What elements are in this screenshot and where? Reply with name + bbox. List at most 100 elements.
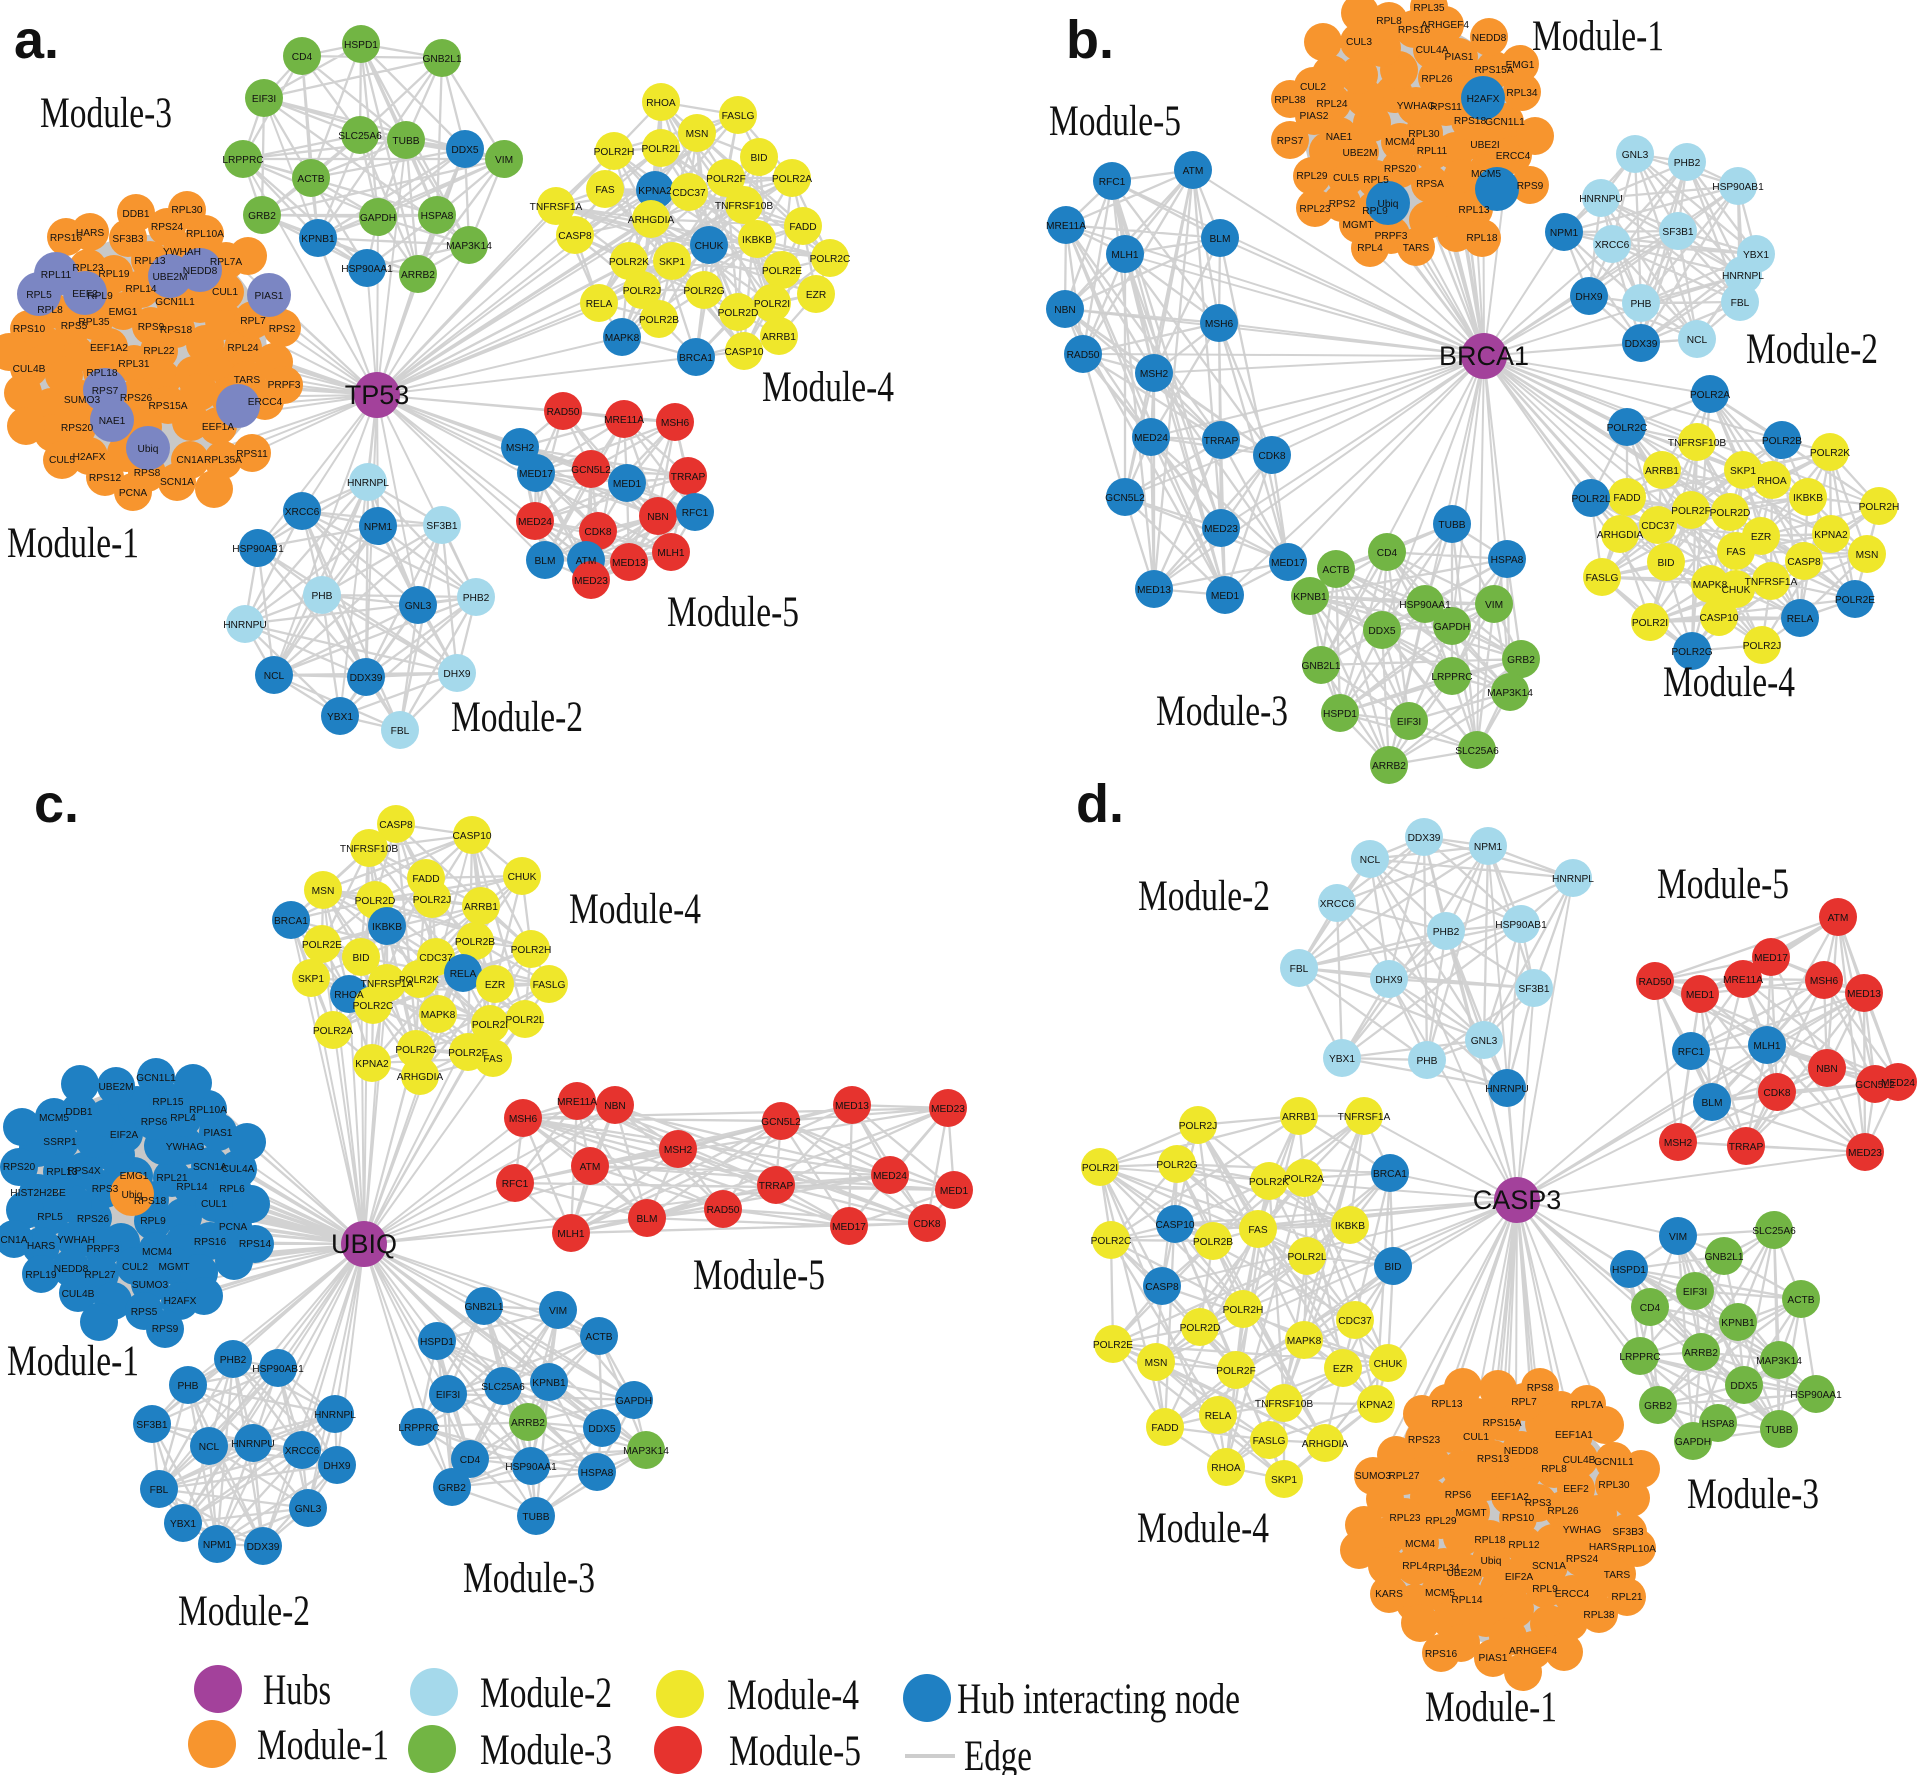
svg-text:RPS11: RPS11 (236, 449, 268, 460)
svg-text:RPSA: RPSA (1416, 179, 1444, 190)
svg-text:RPS7: RPS7 (92, 386, 119, 397)
svg-text:POLR2K: POLR2K (399, 975, 439, 986)
svg-text:NEDD8: NEDD8 (183, 266, 218, 277)
svg-text:TP53: TP53 (345, 380, 410, 410)
svg-text:CASP3: CASP3 (1473, 1185, 1562, 1215)
svg-text:CHUK: CHUK (1722, 585, 1751, 596)
svg-text:XRCC6: XRCC6 (1320, 899, 1355, 910)
svg-text:POLR2K: POLR2K (1810, 448, 1850, 459)
svg-text:POLR2G: POLR2G (1671, 647, 1712, 658)
svg-text:RAD50: RAD50 (547, 407, 580, 418)
svg-text:HNRNPL: HNRNPL (347, 478, 389, 489)
svg-text:RPL9: RPL9 (87, 291, 113, 302)
svg-text:Module-3: Module-3 (480, 1727, 612, 1774)
svg-text:POLR2C: POLR2C (810, 254, 851, 265)
svg-text:RPS26: RPS26 (77, 1214, 110, 1225)
svg-text:RPS11: RPS11 (1430, 102, 1462, 113)
svg-text:MSH2: MSH2 (664, 1145, 693, 1156)
svg-text:MAP3K14: MAP3K14 (1756, 1356, 1802, 1367)
svg-text:CUL3: CUL3 (1346, 37, 1372, 48)
svg-text:ERCC4: ERCC4 (248, 397, 283, 408)
svg-text:RPS3: RPS3 (1525, 1498, 1552, 1509)
svg-text:CD4: CD4 (460, 1455, 481, 1466)
svg-text:TNFRSF1A: TNFRSF1A (1745, 577, 1798, 588)
svg-text:MCM4: MCM4 (142, 1247, 172, 1258)
svg-text:RPL24: RPL24 (1316, 99, 1347, 110)
svg-text:SSRP1: SSRP1 (43, 1137, 77, 1148)
svg-text:HSP90AA1: HSP90AA1 (505, 1462, 557, 1473)
svg-text:EIF3I: EIF3I (1683, 1287, 1707, 1298)
svg-text:RPS7: RPS7 (1277, 136, 1304, 147)
svg-text:NBN: NBN (647, 512, 669, 523)
svg-text:POLR2L: POLR2L (1571, 494, 1610, 505)
svg-text:RPS13: RPS13 (1477, 1454, 1510, 1465)
svg-text:RPL38: RPL38 (1274, 95, 1305, 106)
svg-text:POLR2H: POLR2H (511, 945, 552, 956)
svg-text:FAS: FAS (1726, 547, 1745, 558)
svg-text:RPL31: RPL31 (118, 359, 149, 370)
svg-text:SF3B1: SF3B1 (1662, 227, 1693, 238)
svg-text:RPL9: RPL9 (140, 1216, 166, 1227)
svg-text:RPS2: RPS2 (269, 324, 296, 335)
svg-text:Hub interacting node: Hub interacting node (957, 1676, 1240, 1723)
svg-text:NCL: NCL (199, 1442, 220, 1453)
svg-text:EZR: EZR (1333, 1364, 1353, 1375)
svg-text:HIST2H2BE: HIST2H2BE (10, 1188, 66, 1199)
svg-text:MED13: MED13 (1847, 989, 1881, 1000)
svg-text:SLC25A6: SLC25A6 (481, 1382, 525, 1393)
svg-text:POLR2B: POLR2B (639, 315, 679, 326)
svg-text:XRCC6: XRCC6 (1595, 240, 1630, 251)
svg-text:CN1A: CN1A (176, 455, 203, 466)
svg-text:RPL5: RPL5 (1363, 175, 1389, 186)
svg-text:NCL: NCL (1360, 855, 1381, 866)
svg-text:RPS3: RPS3 (92, 1184, 119, 1195)
svg-text:RPL4: RPL4 (1357, 243, 1383, 254)
svg-text:PIAS1: PIAS1 (255, 291, 284, 302)
svg-text:POLR2G: POLR2G (683, 286, 724, 297)
svg-text:NAE1: NAE1 (99, 416, 126, 427)
svg-text:BLM: BLM (1210, 234, 1231, 245)
svg-text:POLR2B: POLR2B (455, 937, 495, 948)
svg-text:RELA: RELA (1205, 1411, 1232, 1422)
svg-text:MAPK8: MAPK8 (1287, 1336, 1322, 1347)
svg-text:CDK8: CDK8 (584, 527, 612, 538)
svg-text:KPNB1: KPNB1 (301, 234, 335, 245)
svg-text:RFC1: RFC1 (1678, 1047, 1705, 1058)
svg-text:GRB2: GRB2 (248, 211, 276, 222)
svg-text:RPL19: RPL19 (25, 1270, 56, 1281)
svg-text:CDK8: CDK8 (913, 1219, 941, 1230)
svg-text:RPL14: RPL14 (176, 1182, 207, 1193)
svg-text:HARS: HARS (1589, 1542, 1618, 1553)
svg-text:c.: c. (34, 774, 79, 834)
svg-text:ATM: ATM (1183, 166, 1204, 177)
svg-text:RPS15A: RPS15A (148, 401, 187, 412)
svg-text:MRE11A: MRE11A (1046, 221, 1086, 232)
svg-text:NPM1: NPM1 (1474, 842, 1503, 853)
svg-text:MCM5: MCM5 (39, 1113, 69, 1124)
svg-text:POLR2G: POLR2G (1156, 1160, 1197, 1171)
svg-text:MCM5: MCM5 (1471, 169, 1501, 180)
svg-text:RPL8: RPL8 (1541, 1464, 1567, 1475)
svg-text:FAS: FAS (595, 185, 614, 196)
svg-text:Module-1: Module-1 (1425, 1684, 1557, 1731)
svg-text:MLH1: MLH1 (1111, 250, 1139, 261)
svg-text:POLR2F: POLR2F (1671, 506, 1711, 517)
svg-text:UBE2I: UBE2I (1470, 140, 1499, 151)
svg-text:BLM: BLM (637, 1214, 658, 1225)
svg-text:RPL18: RPL18 (86, 368, 117, 379)
svg-text:ATM: ATM (1828, 913, 1849, 924)
svg-text:PRPF3: PRPF3 (1375, 231, 1408, 242)
svg-text:ARRB1: ARRB1 (762, 332, 796, 343)
svg-text:HSP90AB1: HSP90AB1 (1495, 920, 1547, 931)
svg-text:NPM1: NPM1 (1550, 228, 1579, 239)
svg-text:CDK8: CDK8 (1763, 1088, 1791, 1099)
svg-text:IKBKB: IKBKB (1793, 493, 1823, 504)
svg-text:KPNA2: KPNA2 (1814, 530, 1848, 541)
svg-text:SLC25A6: SLC25A6 (338, 131, 382, 142)
svg-text:MLH1: MLH1 (557, 1229, 585, 1240)
svg-text:SKP1: SKP1 (1271, 1475, 1297, 1486)
svg-text:POLR2B: POLR2B (1762, 436, 1802, 447)
svg-text:RPL22: RPL22 (143, 346, 174, 357)
svg-text:RPL23: RPL23 (1389, 1513, 1420, 1524)
svg-text:BID: BID (1385, 1262, 1402, 1273)
